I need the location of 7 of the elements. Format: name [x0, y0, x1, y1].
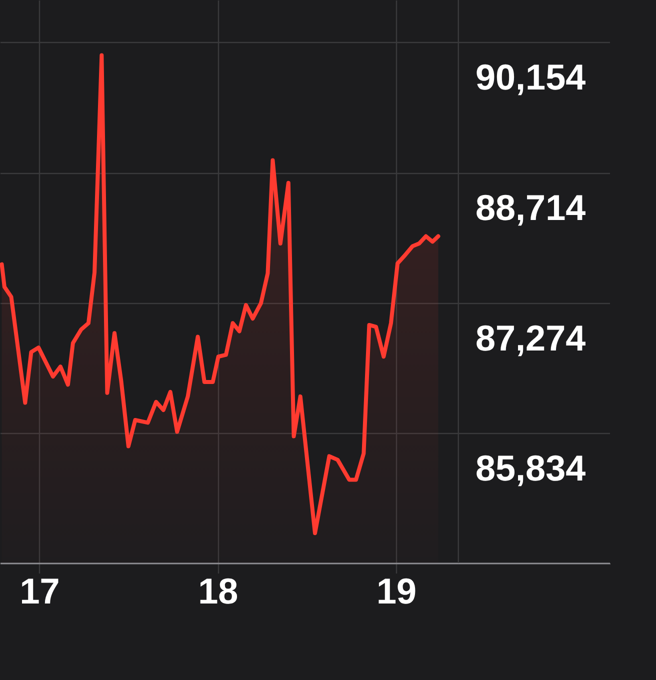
- x-tick-label: 18: [198, 570, 238, 612]
- y-tick-label: 85,834: [476, 448, 586, 489]
- y-tick-label: 87,274: [476, 317, 586, 358]
- x-tick-label: 17: [20, 570, 60, 612]
- x-tick-label: 19: [376, 570, 416, 612]
- y-tick-label: 90,154: [476, 56, 586, 98]
- y-tick-label: 88,714: [476, 187, 586, 228]
